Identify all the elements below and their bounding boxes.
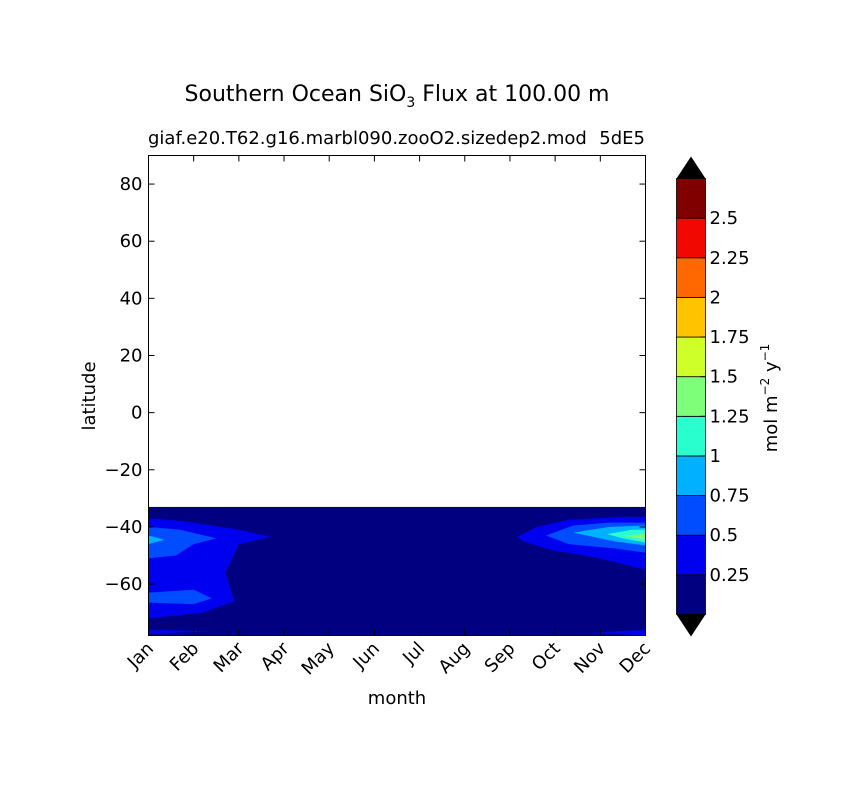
colorbar-segment: [676, 217, 706, 259]
x-tick-label: Feb: [166, 638, 203, 675]
colorbar-segment: [676, 297, 706, 338]
x-tick-label: Dec: [616, 638, 655, 677]
colorbar-label: mol m−2 y−1: [758, 344, 782, 453]
y-tick-label: −20: [105, 460, 143, 481]
contour-region-6: [573, 525, 646, 546]
y-tick-label: 40: [120, 288, 143, 309]
colorbar-extend-under: [676, 614, 706, 637]
chart-subtitle-left: giaf.e20.T62.g16.marbl090.zooO2.sizedep2…: [148, 128, 587, 149]
x-tick-label: Jul: [398, 638, 429, 669]
contour-region-2: [148, 589, 212, 605]
colorbar-segment: [676, 574, 706, 615]
contour-region-8: [622, 534, 646, 540]
x-tick-label: Apr: [257, 638, 294, 675]
colorbar-segment: [676, 495, 706, 536]
colorbar-extend-over: [676, 156, 706, 179]
contour-region-1: [148, 526, 217, 559]
y-tick-label: −60: [105, 574, 143, 595]
y-tick-label: 20: [120, 346, 143, 367]
plot-frame: [148, 155, 646, 636]
x-tick-label: Oct: [528, 638, 565, 675]
colorbar-tick-label: 2.25: [710, 248, 750, 269]
colorbar-segment: [676, 415, 706, 457]
plot-area: [148, 506, 646, 636]
chart-title: Southern Ocean SiO3 Flux at 100.00 m: [185, 82, 610, 111]
x-tick-label: Jan: [123, 638, 158, 673]
y-tick-label: 0: [131, 403, 142, 424]
y-axis-label: latitude: [79, 361, 100, 430]
x-tick-label: Sep: [481, 638, 520, 677]
colorbar-tick-label: 0.5: [710, 525, 739, 546]
contour-region-10: [591, 629, 646, 636]
colorbar: 0.25 0.5 0.75 1 1.25 1.5 1.75 2 2.25 2.5: [676, 156, 750, 637]
x-tick-label: Mar: [210, 638, 249, 677]
colorbar-tick-label: 1.5: [710, 367, 739, 388]
y-tick-label: −40: [105, 517, 143, 538]
y-axis: 80 60 40 20 0 −20 −40 −60: [105, 174, 646, 595]
x-tick-label: May: [298, 638, 339, 679]
colorbar-tick-label: 2: [710, 287, 721, 308]
x-tick-label: Jun: [349, 638, 384, 673]
contour-region-7: [607, 529, 646, 543]
colorbar-segment: [676, 336, 706, 378]
y-tick-label: 60: [120, 231, 143, 252]
colorbar-segment: [676, 455, 706, 496]
x-tick-label: Aug: [435, 638, 475, 678]
colorbar-tick-label: 2.5: [710, 208, 739, 229]
colorbar-segment: [676, 178, 706, 219]
colorbar-tick-label: 0.75: [710, 486, 750, 507]
y-tick-label: 80: [120, 174, 143, 195]
colorbar-segment: [676, 376, 706, 417]
contour-region-9: [148, 629, 212, 635]
colorbar-tick-label: 1.75: [710, 327, 750, 348]
x-axis-label: month: [368, 688, 426, 709]
colorbar-tick-label: 1: [710, 446, 721, 467]
colorbar-tick-label: 1.25: [710, 406, 750, 427]
x-tick-label: Nov: [570, 638, 610, 678]
colorbar-tick-label: 0.25: [710, 565, 750, 586]
colorbar-segment: [676, 257, 706, 298]
contour-region-3: [148, 535, 165, 545]
colorbar-segment: [676, 534, 706, 576]
chart-subtitle-right: 5dE5: [599, 128, 645, 149]
